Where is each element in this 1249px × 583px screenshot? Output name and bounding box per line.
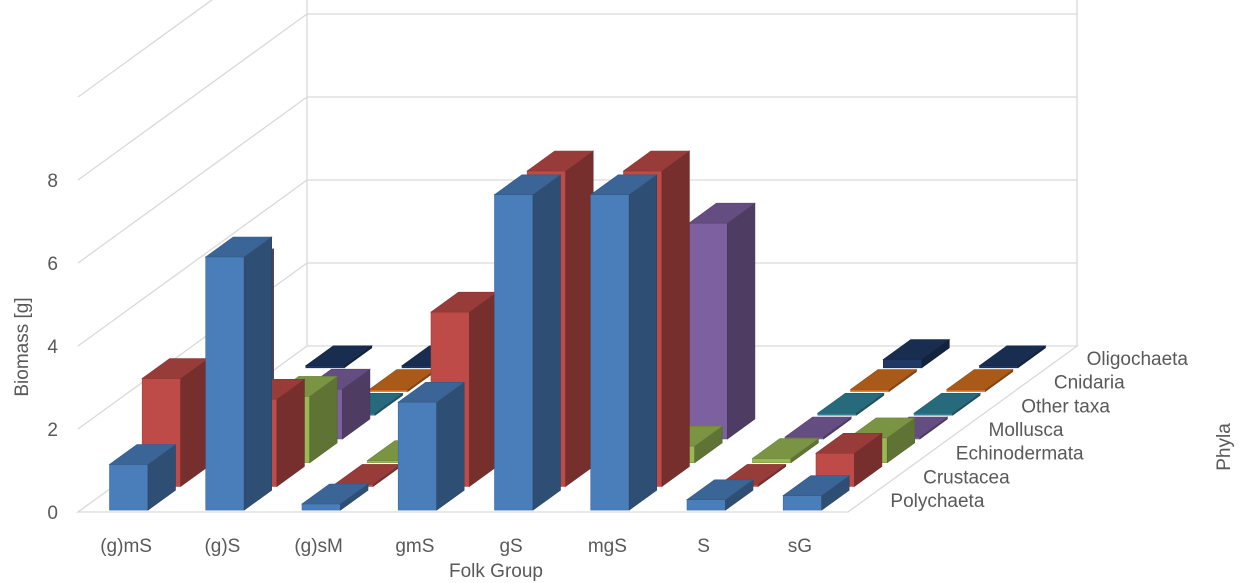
bar-cnidaria-sg [945,368,1014,393]
bar-polychaeta-g-s [204,236,273,511]
bar-polychaeta-g-ms [108,443,177,511]
series-label-other-taxa: Other taxa [1021,396,1110,417]
x-axis-title: Folk Group [449,561,543,582]
y-tick-label: 4 [47,337,58,358]
bar-mollusca-mgs [687,202,756,440]
series-label-polychaeta: Polychaeta [890,491,984,512]
bar-echinodermata-s [751,438,820,464]
bar-other-taxa-s [816,392,885,416]
series-label-cnidaria: Cnidaria [1054,373,1125,394]
bar-polychaeta-s [686,479,754,511]
bar-polychaeta-gs [493,174,562,511]
series-label-crustacea: Crustacea [923,467,1010,488]
x-tick-label: sG [788,536,812,557]
y-axis-title: Biomass [g] [12,297,33,396]
y-tick-label: 2 [47,420,58,441]
x-tick-label: (g)sM [294,536,343,557]
bar-crustacea-g-sm [333,463,402,487]
series-label-echinodermata: Echinodermata [956,444,1084,465]
bar-polychaeta-g-sm [301,483,369,511]
x-tick-label: S [697,536,710,557]
y-tick-labels: 0 2 4 6 8 [47,171,58,524]
y-tick-label: 8 [47,171,58,192]
gridline [77,13,1077,181]
x-tick-label: gmS [395,536,434,557]
gridline [77,179,1077,347]
gridline [77,96,1077,264]
bar-oligochaeta-s [882,339,951,369]
bar-polychaeta-sg [782,475,851,511]
y-tick-label: 0 [47,503,58,524]
y-tick-label: 6 [47,254,58,275]
bar-polychaeta-gms [397,381,466,511]
bar-polychaeta-mgs [589,174,658,511]
series-label-mollusca: Mollusca [989,420,1064,441]
x-tick-label: (g)mS [100,536,152,557]
x-tick-label: mgS [588,536,627,557]
bar-oligochaeta-g-ms [304,345,373,369]
bar-cnidaria-s [849,368,918,393]
x-tick-label: gS [499,536,522,557]
series-label-oligochaeta: Oligochaeta [1087,349,1189,370]
z-axis-title: Phyla [1214,423,1235,471]
bars [108,150,1047,511]
gridline [77,0,213,98]
x-tick-label: (g)S [204,536,240,557]
bar-other-taxa-sg [913,392,982,416]
bar-oligochaeta-sg [978,345,1047,369]
